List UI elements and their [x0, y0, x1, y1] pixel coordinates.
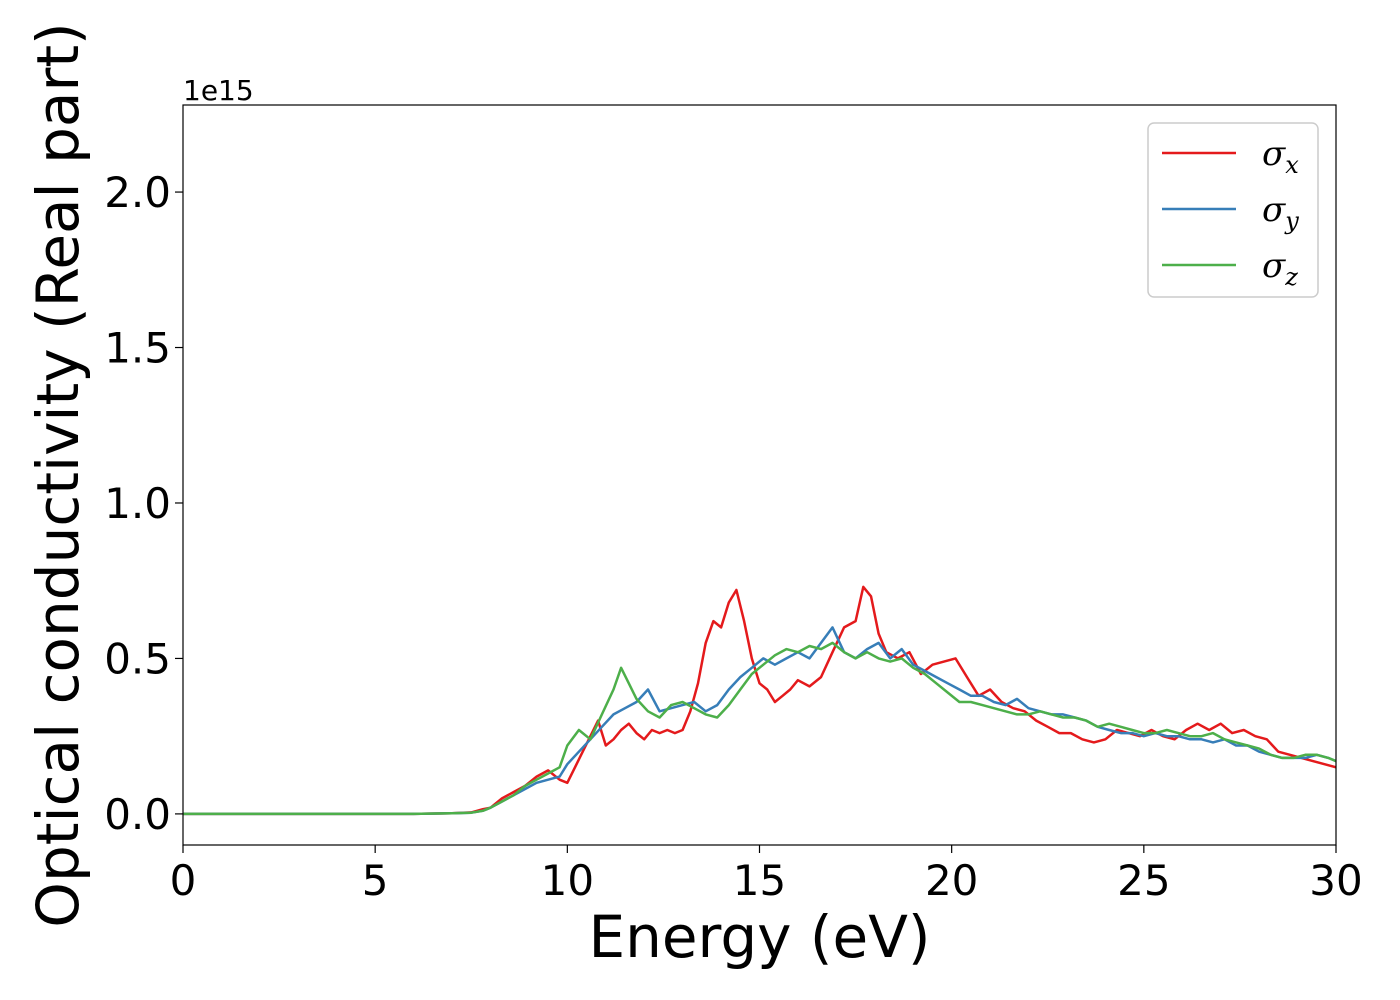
- y-tick-label: 0.0: [104, 790, 171, 839]
- x-tick-label: 15: [733, 856, 786, 905]
- series-layer: [183, 585, 1336, 816]
- x-tick-label: 20: [925, 856, 978, 905]
- y-tick-label: 1.0: [104, 479, 171, 528]
- series-line-3: [183, 641, 1336, 816]
- legend-label-2: σy: [1262, 190, 1299, 235]
- y-offset-label: 1e15: [183, 74, 254, 107]
- y-tick-label: 0.5: [104, 634, 171, 683]
- y-axis-title: Optical conductivity (Real part): [24, 22, 92, 927]
- x-tick-label: 30: [1309, 856, 1362, 905]
- y-tick-label: 1.5: [104, 324, 171, 373]
- plot-background: [183, 105, 1336, 845]
- x-tick-label: 10: [541, 856, 594, 905]
- legend-label-3: σz: [1262, 246, 1298, 291]
- legend-label-1: σx: [1262, 134, 1299, 179]
- y-axis: 0.0 0.5 1.0 1.5 2.0: [104, 168, 183, 839]
- x-axis-title: Energy (eV): [588, 903, 930, 971]
- y-tick-label: 2.0: [104, 168, 171, 217]
- x-tick-label: 0: [170, 856, 197, 905]
- series-line-2: [183, 626, 1336, 816]
- legend: σx σy σz: [1147, 122, 1319, 298]
- x-tick-label: 25: [1117, 856, 1170, 905]
- x-axis: 0 5 10 15 20 25 30: [170, 845, 1363, 905]
- x-tick-label: 5: [362, 856, 389, 905]
